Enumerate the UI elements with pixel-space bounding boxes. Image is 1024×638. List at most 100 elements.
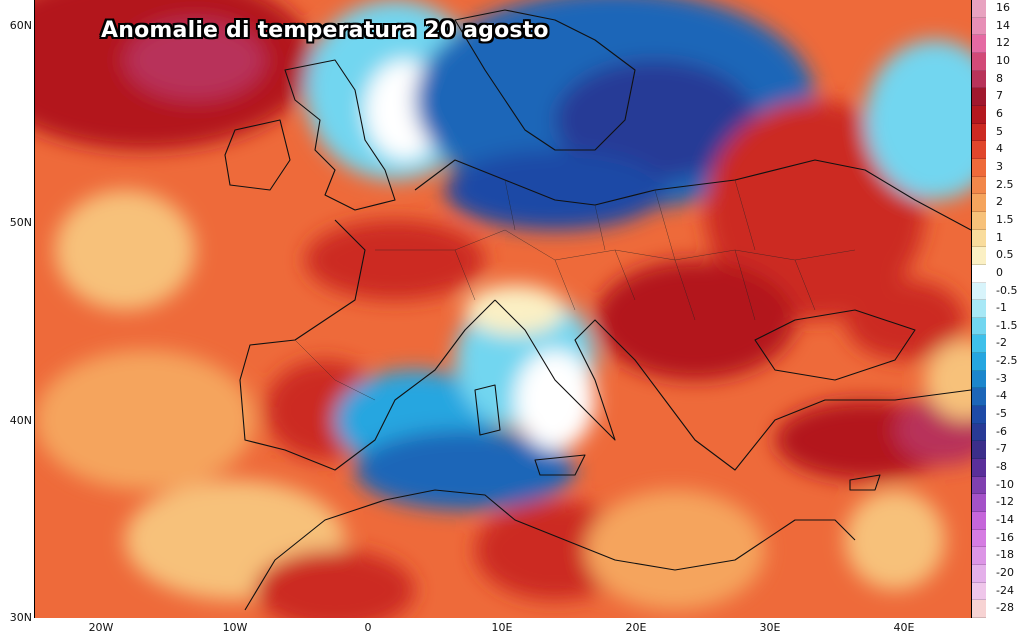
colorbar-step: -2.5 [970,353,1024,371]
colorbar-label: -4 [996,389,1007,403]
colorbar-step: 1.5 [970,211,1024,230]
lon-label-40e: 40E [893,621,915,634]
colorbar-swatch [972,0,986,18]
anomaly-patch-atlantic-mild-2 [35,350,255,490]
colorbar-label: -0.5 [996,283,1018,297]
colorbar-label: -3 [996,371,1007,385]
anomaly-patch-northeast-cool [865,40,971,200]
colorbar-label: 0.5 [996,248,1014,262]
colorbar-swatch [972,512,986,530]
colorbar-step: -24 [970,582,1024,601]
colorbar-step: 6 [970,105,1024,124]
anomaly-patch-italy-white [515,350,595,450]
country-borders [294,179,856,401]
colorbar-step: 12 [970,35,1024,53]
lat-label-40n: 40N [9,414,32,427]
colorbar-label: 8 [996,71,1003,85]
lon-label-20w: 20W [88,621,114,634]
colorbar-label: 14 [996,18,1010,32]
map-area[interactable]: Anomalie di temperatura 20 agosto [34,0,972,618]
colorbar-swatch [972,441,986,460]
colorbar-label: -20 [996,566,1014,580]
colorbar-swatch [972,423,986,442]
coastline-cyprus [849,474,881,491]
colorbar-label: 10 [996,53,1010,67]
colorbar-label: 1.5 [996,212,1014,226]
anomaly-patch-atlantic-mild [55,190,195,310]
colorbar-swatch [972,211,986,230]
colorbar-step: -0.5 [970,282,1024,301]
colorbar-label: 6 [996,106,1003,120]
colorbar-label: -16 [996,530,1014,544]
colorbar-step: -1.5 [970,317,1024,336]
colorbar-swatch [972,247,986,265]
colorbar-label: 4 [996,142,1003,156]
colorbar-label: 2 [996,195,1003,209]
colorbar-label: 2.5 [996,177,1014,191]
colorbar-label: 12 [996,36,1010,50]
colorbar-label: -18 [996,548,1014,562]
colorbar-swatch [972,565,986,583]
lon-label-30e: 30E [759,621,781,634]
colorbar-label: 3 [996,159,1003,173]
colorbar-legend: 16 14 12 10 8 7 6 5 4 3 2.5 2 1.5 1 0.5 0 -0.5 -1 -1.5 -2 -2… [970,0,1024,618]
coastline-north-africa [244,489,856,611]
colorbar-swatch [972,529,986,548]
colorbar-swatch [972,282,986,301]
colorbar-swatch [972,52,986,71]
colorbar-step: -20 [970,565,1024,583]
colorbar-step: 2.5 [970,176,1024,195]
colorbar-step: -5 [970,406,1024,424]
colorbar-label: 5 [996,124,1003,138]
colorbar-label: -10 [996,477,1014,491]
colorbar-swatch [972,459,986,477]
coastline-ireland [224,119,291,191]
coastline-black-sea [754,309,916,381]
colorbar-label: -24 [996,583,1014,597]
colorbar-swatch [972,35,986,53]
colorbar-step: -1 [970,300,1024,318]
anomaly-map [35,0,971,618]
colorbar-swatch [972,370,986,389]
colorbar-step: 1 [970,229,1024,248]
colorbar-swatch [972,600,986,618]
colorbar-step: 0.5 [970,247,1024,265]
coastline-sardinia [474,384,501,436]
colorbar-swatch [972,70,986,89]
colorbar-label: -6 [996,424,1007,438]
colorbar-swatch [972,353,986,371]
colorbar-swatch [972,229,986,248]
anomaly-patch-scandinavia-very-cold [555,60,755,180]
colorbar-label: -7 [996,442,1007,456]
colorbar-step: -12 [970,494,1024,513]
lat-label-30n: 30N [9,611,32,624]
colorbar-swatch [972,194,986,212]
anomaly-patch-east-mild [925,340,971,420]
colorbar-swatch [972,17,986,36]
colorbar-swatch [972,547,986,566]
colorbar-swatch [972,300,986,318]
colorbar-label: 1 [996,230,1003,244]
colorbar-step: 2 [970,194,1024,212]
lat-label-60n: 60N [9,19,32,32]
lon-label-10e: 10E [491,621,513,634]
colorbar-step: -2 [970,335,1024,354]
anomaly-patch-med-cold [355,430,575,510]
anomaly-patch-caspian-hot [845,280,965,360]
colorbar-label: -8 [996,460,1007,474]
colorbar-step: 16 [970,0,1024,18]
colorbar-step: -16 [970,529,1024,548]
colorbar-step: 0 [970,264,1024,283]
colorbar-label: 16 [996,1,1010,14]
colorbar-swatch [972,476,986,495]
colorbar-swatch [972,317,986,336]
anomaly-patch-alps-white [465,285,565,335]
colorbar-swatch [972,88,986,106]
colorbar-label: -14 [996,513,1014,527]
colorbar-swatch [972,335,986,354]
coastline-scandinavia [454,9,636,151]
colorbar-step: 7 [970,88,1024,106]
colorbar-step: 5 [970,123,1024,142]
colorbar-label: -2 [996,336,1007,350]
colorbar-step: -4 [970,388,1024,407]
